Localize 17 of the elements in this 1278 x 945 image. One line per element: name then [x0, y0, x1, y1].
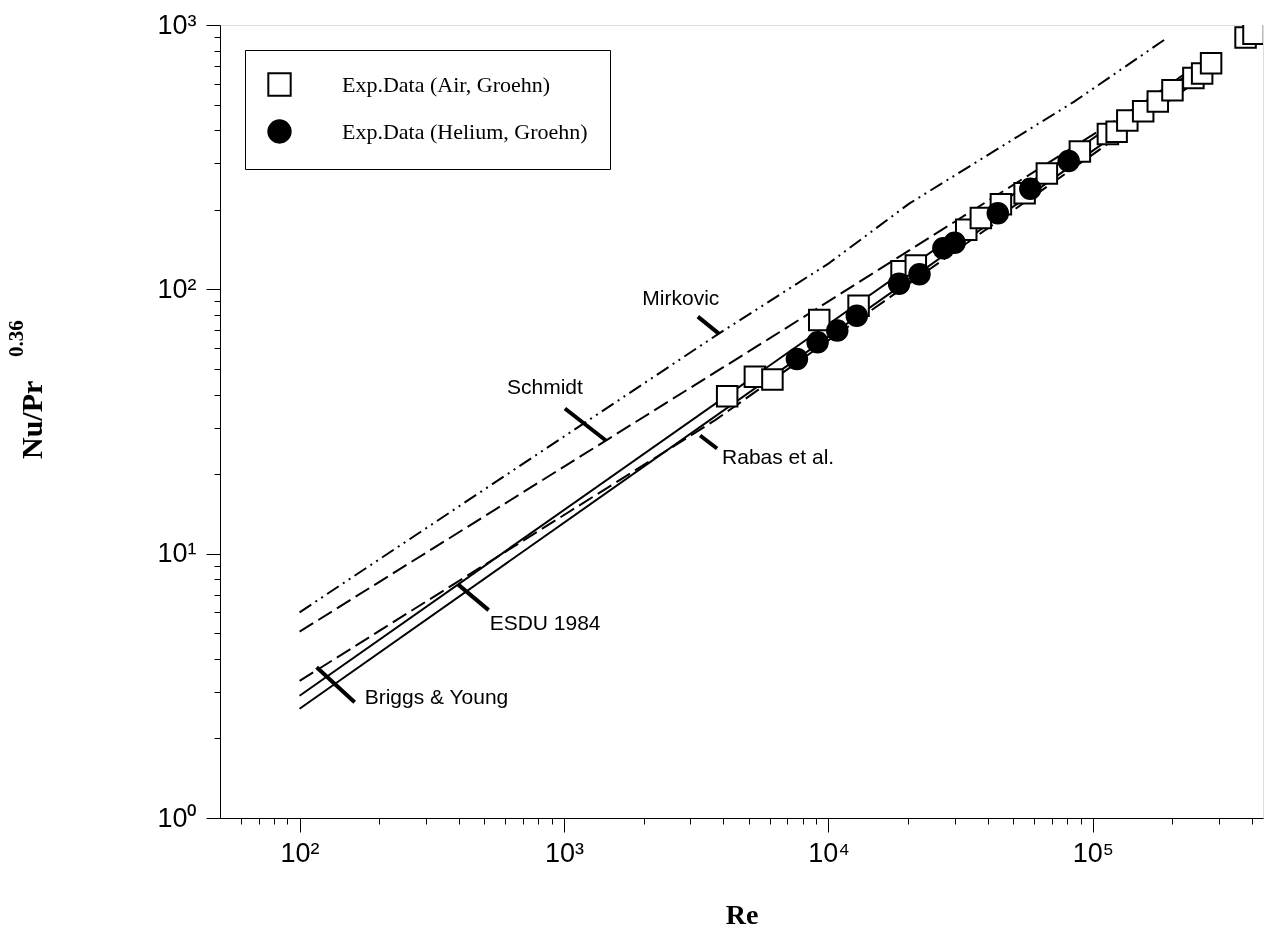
- y-tick-label: 10³: [157, 9, 197, 40]
- y-tick-label: 10⁰: [157, 802, 197, 833]
- annotation: Mirkovic: [642, 285, 720, 309]
- y-axis-title: Nu/Pr0.36: [4, 320, 48, 459]
- annotation: Schmidt: [506, 375, 583, 399]
- legend-label: Exp.Data (Air, Groehn): [342, 71, 551, 97]
- annotation: Rabas et al.: [722, 445, 835, 469]
- legend-label: Exp.Data (Helium, Groehn): [342, 118, 588, 144]
- x-tick-label: 10⁴: [808, 837, 850, 868]
- x-axis-title: Re: [725, 898, 759, 930]
- y-tick-label: 10¹: [157, 538, 197, 569]
- x-tick-label: 10³: [545, 837, 585, 868]
- x-tick-label: 10²: [280, 837, 320, 868]
- x-tick-label: 10⁵: [1072, 837, 1114, 868]
- annotation: Briggs & Young: [364, 685, 509, 709]
- annotation: ESDU 1984: [489, 611, 601, 635]
- y-tick-label: 10²: [157, 273, 197, 304]
